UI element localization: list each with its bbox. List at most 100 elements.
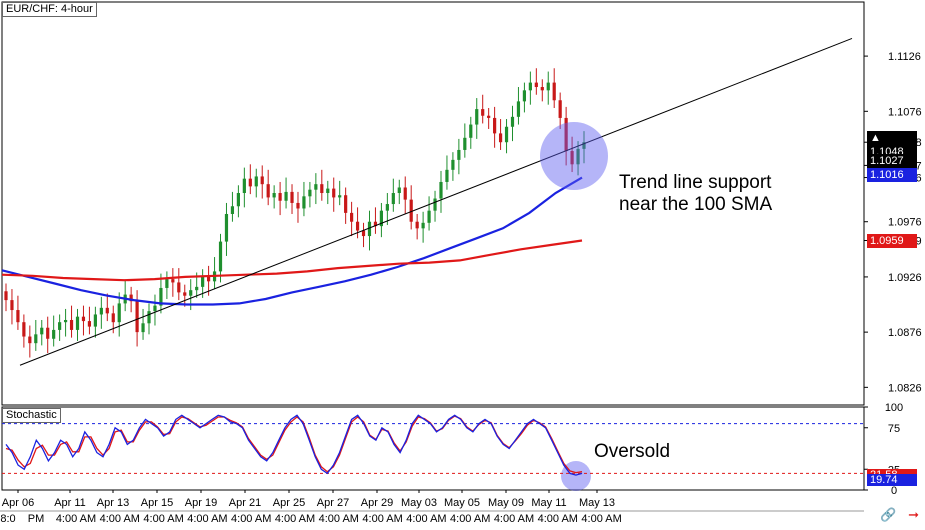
candle-body xyxy=(487,115,491,118)
price-axis-label: 1.0926 xyxy=(888,272,922,284)
candle-body xyxy=(433,198,437,211)
candle-body xyxy=(284,191,288,201)
candle-body xyxy=(87,321,92,327)
candle-body xyxy=(141,323,145,333)
candle-body xyxy=(99,307,103,315)
time-axis-date: May 05 xyxy=(444,497,480,509)
candle-body xyxy=(46,327,50,339)
candle-body xyxy=(16,310,20,323)
candle-body xyxy=(81,316,86,322)
time-axis-date: May 13 xyxy=(579,497,615,509)
candle-body xyxy=(278,193,282,201)
candle-body xyxy=(403,187,407,200)
candle-body xyxy=(4,291,8,301)
candle-body xyxy=(105,307,109,314)
time-axis-session-label: 4:00 AM xyxy=(187,513,227,525)
time-axis-date: May 03 xyxy=(401,497,437,509)
candle-body xyxy=(22,322,26,337)
candle-body xyxy=(260,176,264,185)
price-axis-label: 1.1126 xyxy=(888,51,921,63)
time-axis-session-label: PM xyxy=(28,513,45,525)
candle-body xyxy=(409,199,413,222)
candle-body xyxy=(111,313,115,323)
candle-body xyxy=(177,282,181,293)
candle-body xyxy=(522,90,527,102)
candle-body xyxy=(165,279,169,288)
candle-body xyxy=(528,82,532,91)
candle-body xyxy=(302,196,306,209)
candle-body xyxy=(236,193,240,207)
candle-body xyxy=(338,195,342,198)
trendline-annotation: Trend line support near the 100 SMA xyxy=(619,172,772,216)
candle-body xyxy=(34,334,38,344)
time-axis-date: Apr 25 xyxy=(273,497,305,509)
candle-body xyxy=(552,82,556,101)
time-axis-date: Apr 27 xyxy=(317,497,349,509)
trendline-annotation-line2: near the 100 SMA xyxy=(619,194,773,215)
stochastic-badge: 19.74 xyxy=(867,474,917,486)
candle-body xyxy=(582,142,586,149)
candle-body xyxy=(510,116,515,127)
time-axis-session-label: 4:00 AM xyxy=(494,513,534,525)
candle-body xyxy=(242,178,246,194)
candle-body xyxy=(290,191,294,203)
candle-body xyxy=(320,184,324,194)
time-axis-session-label: 4:00 AM xyxy=(406,513,446,525)
time-axis-date: Apr 11 xyxy=(54,497,86,509)
time-axis-session-label: 4:00 AM xyxy=(143,513,183,525)
link-icon[interactable]: 🔗 xyxy=(880,507,897,522)
share-arrow-icon[interactable]: ➞ xyxy=(908,507,919,522)
candle-body xyxy=(52,329,56,339)
time-axis-date: May 09 xyxy=(488,497,524,509)
candle-body xyxy=(10,300,14,311)
candle-body xyxy=(254,176,258,187)
time-axis-session-label: 4:00 AM xyxy=(538,513,578,525)
candle-body xyxy=(361,230,366,237)
time-axis-session-label: 4:00 AM xyxy=(362,513,402,525)
candle-body xyxy=(439,181,443,199)
candle-body xyxy=(463,137,467,150)
stochastic-axis-label: 100 xyxy=(885,402,903,414)
price-badge: 1.1016 xyxy=(867,168,917,182)
candle-body xyxy=(248,178,252,187)
time-axis-session-label: 4:00 AM xyxy=(319,513,359,525)
candle-body xyxy=(558,100,562,118)
candle-body xyxy=(469,124,473,138)
trendline-annotation-line1: Trend line support xyxy=(619,172,772,193)
time-axis-date: Apr 21 xyxy=(229,497,261,509)
time-axis-session-label: 4:00 AM xyxy=(275,513,315,525)
trend-line[interactable] xyxy=(19,37,853,366)
candle-body xyxy=(206,276,211,282)
time-axis-session-label: 4:00 AM xyxy=(231,513,271,525)
price-axis-label: 1.1076 xyxy=(888,106,922,118)
candle-body xyxy=(69,319,74,330)
oversold-annotation: Oversold xyxy=(594,441,671,462)
candle-body xyxy=(415,221,419,229)
candle-body xyxy=(576,148,580,165)
candle-body xyxy=(481,109,485,116)
candle-body xyxy=(201,276,205,287)
candle-body xyxy=(195,286,199,291)
price-badge: 1.1027 xyxy=(867,154,917,168)
candle-body xyxy=(391,193,395,205)
candle-body xyxy=(230,206,235,214)
support-highlight-circle xyxy=(540,122,608,190)
candle-body xyxy=(183,292,187,296)
candle-body xyxy=(546,82,550,91)
candle-body xyxy=(189,290,193,296)
time-axis-session-label: 4:00 AM xyxy=(581,513,621,525)
candle-body xyxy=(93,314,97,327)
price-axis-label: 1.0876 xyxy=(888,327,922,339)
candle-body xyxy=(540,87,544,91)
candle-body xyxy=(498,133,503,143)
candle-body xyxy=(40,327,44,335)
time-axis-date: Apr 19 xyxy=(185,497,217,509)
chart-toolbar: 🔗 ➞ xyxy=(880,507,919,523)
candle-body xyxy=(129,294,133,302)
candle-body xyxy=(397,187,401,194)
sma200-line xyxy=(1,239,583,282)
candle-body xyxy=(332,188,336,198)
candle-body xyxy=(493,117,497,134)
